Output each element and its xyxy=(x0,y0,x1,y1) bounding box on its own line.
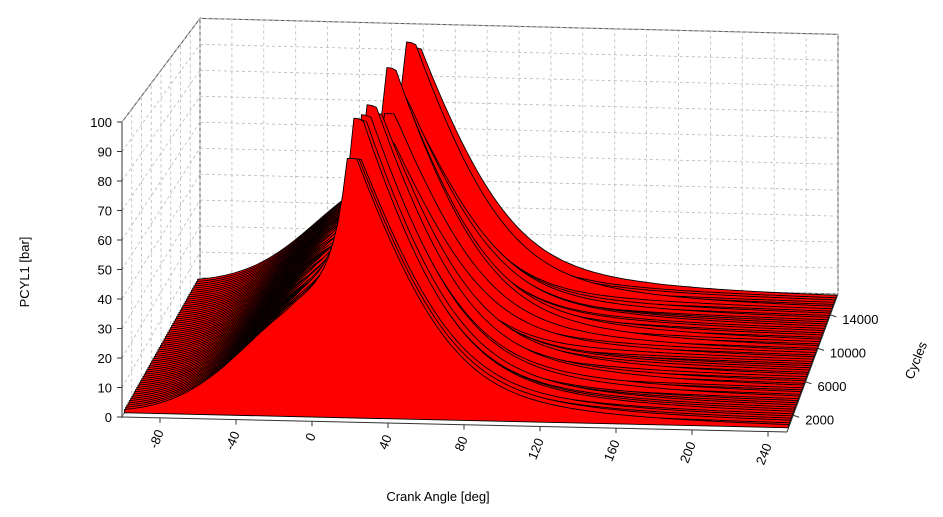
gridline-y-side xyxy=(121,18,201,123)
y-axis-ticks: 0 10 20 30 40 50 60 70 80 90 100 xyxy=(90,115,122,425)
pressure-surface xyxy=(123,41,837,429)
y-tick-label: 0 xyxy=(105,410,112,425)
x-axis-title: Crank Angle [deg] xyxy=(386,489,489,504)
y-axis-title: PCYL1 [bar] xyxy=(17,237,32,308)
y-tick-label: 40 xyxy=(98,292,112,307)
z-tick-label: 6000 xyxy=(818,379,847,394)
gridline-y-side xyxy=(121,96,201,211)
x-tick-label: 200 xyxy=(677,439,699,465)
gridline-y-side xyxy=(121,199,201,329)
y-tick-label: 20 xyxy=(98,351,112,366)
y-tick-label: 60 xyxy=(98,233,112,248)
gridline-y-back xyxy=(199,18,839,35)
y-tick-label: 70 xyxy=(98,204,112,219)
x-axis-line xyxy=(121,416,788,433)
y-tick-label: 30 xyxy=(98,322,112,337)
x-tick-label: -80 xyxy=(146,427,167,450)
x-axis-ticks: -80 -40 0 40 80 120 160 200 240 xyxy=(146,417,775,467)
gridline-y-side xyxy=(121,225,201,359)
z-tick-mark xyxy=(805,381,812,385)
x-tick-label: 120 xyxy=(525,436,547,462)
z-axis-ticks: 2000 6000 10000 14000 xyxy=(793,312,878,427)
z-tick-mark xyxy=(830,314,837,318)
z-axis-title: Cycles xyxy=(902,339,931,381)
gridline-y-back xyxy=(199,173,839,191)
y-tick-label: 80 xyxy=(98,174,112,189)
gridline-y-back xyxy=(199,147,839,165)
x-tick-label: 40 xyxy=(375,433,394,452)
gridline-y-side xyxy=(121,70,201,182)
x-tick-label: 240 xyxy=(753,441,775,467)
x-tick-label: 160 xyxy=(601,438,623,464)
x-tick-label: -40 xyxy=(222,429,243,452)
z-tick-label: 10000 xyxy=(830,345,866,360)
cycle-trace xyxy=(123,157,789,429)
gridline-y-side xyxy=(121,251,201,388)
x-tick-label: 80 xyxy=(451,434,470,453)
z-tick-label: 2000 xyxy=(805,412,834,427)
gridline-y-back xyxy=(199,95,839,113)
z-tick-mark xyxy=(793,414,800,418)
y-tick-label: 10 xyxy=(98,381,112,396)
gridline-y-side xyxy=(121,44,201,152)
z-tick-mark xyxy=(817,347,825,351)
gridline-y-back xyxy=(199,69,839,87)
y-tick-label: 90 xyxy=(98,145,112,160)
y-tick-label: 100 xyxy=(90,115,112,130)
y-tick-label: 50 xyxy=(98,263,112,278)
x-tick-label: 0 xyxy=(302,431,319,443)
z-tick-label: 14000 xyxy=(842,312,878,327)
gridline-y-back xyxy=(199,43,839,61)
gridline-y-back xyxy=(199,121,839,139)
gridline-y-back xyxy=(199,199,839,217)
z-axis-line xyxy=(786,293,839,433)
